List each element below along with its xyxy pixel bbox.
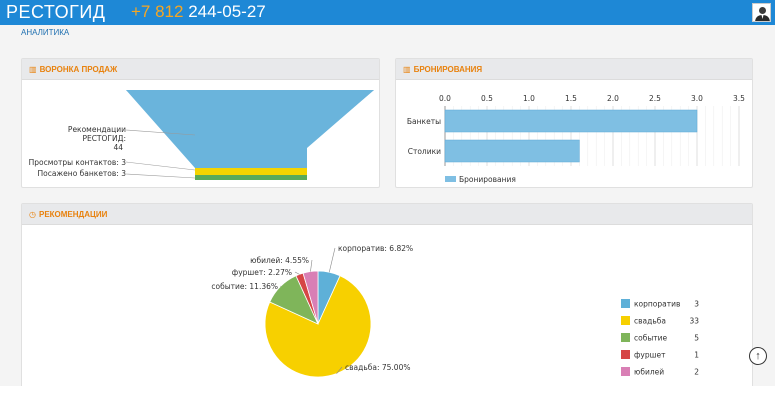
- funnel-label-rec-3: 44: [113, 143, 123, 152]
- pie-slice-label: юбилей: 4.55%: [250, 256, 309, 265]
- x-tick-label: 3.5: [733, 94, 745, 103]
- pie-slice: [302, 270, 319, 325]
- legend-swatch: [621, 299, 630, 308]
- page-bottom: [0, 386, 775, 403]
- phone-code: +7 812: [131, 2, 184, 21]
- pie-legend: корпоратив 3 свадьба 33 событие 5 фуршет 1 юбиле…: [621, 299, 699, 377]
- legend-label: Бронирования: [459, 175, 516, 184]
- funnel-label-views: Просмотры контактов: 3: [29, 158, 127, 167]
- user-icon: [755, 7, 770, 21]
- funnel-label-seated: Посажено банкетов: 3: [37, 169, 126, 178]
- legend-swatch: [621, 367, 630, 376]
- phone-digits: 244-05-27: [188, 2, 266, 21]
- x-tick-label: 2.0: [607, 94, 619, 103]
- legend-label: фуршет: [634, 351, 666, 360]
- panel-title: БРОНИРОВАНИЯ: [413, 64, 483, 74]
- pie-slice-label: событие: 11.36%: [211, 282, 278, 291]
- bar-chart-icon: ▥: [29, 64, 37, 74]
- bar-chart-icon: ▥: [403, 64, 411, 74]
- sales-funnel-panel: ▥ ВОРОНКА ПРОДАЖ Рекомендации РЕСТОГИД: …: [21, 58, 380, 188]
- funnel-label-rec-2: РЕСТОГИД:: [82, 134, 126, 143]
- scroll-to-top-button[interactable]: ↑: [749, 347, 767, 365]
- funnel-label-rec-1: Рекомендации: [68, 125, 126, 134]
- bookings-panel: ▥ БРОНИРОВАНИЯ 0.0 0.5 1.0 1.5 2.0 2.5 3.0 3.5 …: [395, 58, 753, 188]
- panel-title: РЕКОМЕНДАЦИИ: [38, 209, 108, 219]
- legend-value: 1: [694, 351, 699, 360]
- leader-line: [294, 271, 300, 275]
- bar: [444, 139, 580, 163]
- legend-swatch: [621, 333, 630, 342]
- x-tick-label: 0.0: [439, 94, 451, 103]
- clock-icon: ◷: [29, 209, 36, 219]
- category-label: Столики: [408, 147, 441, 156]
- pie-slice-labels: корпоратив: 6.82% свадьба: 75.00% событие:…: [211, 244, 413, 374]
- pie-slice-label: фуршет: 2.27%: [232, 268, 292, 277]
- pie-slice-label: свадьба: 75.00%: [345, 363, 410, 372]
- legend-value: 2: [694, 368, 699, 377]
- leader-line: [125, 173, 196, 179]
- pie-slices: [264, 270, 372, 378]
- legend-label: юбилей: [634, 368, 664, 377]
- leader-line: [336, 366, 343, 374]
- x-tick-label: 3.0: [691, 94, 703, 103]
- panel-header: ▥ ВОРОНКА ПРОДАЖ: [22, 59, 379, 80]
- panel-header: ▥ БРОНИРОВАНИЯ: [396, 59, 752, 80]
- bookings-bar-chart: 0.0 0.5 1.0 1.5 2.0 2.5 3.0 3.5 БанкетыСтолики …: [407, 94, 745, 184]
- x-tick-label: 1.0: [523, 94, 535, 103]
- x-tick-label: 0.5: [481, 94, 493, 103]
- leader-line: [310, 259, 313, 272]
- funnel-segment-seated: [195, 175, 307, 180]
- bar: [444, 109, 698, 133]
- phone-number: +7 812 244-05-27: [131, 2, 266, 22]
- legend-value: 33: [689, 317, 699, 326]
- pie-slice-label: корпоратив: 6.82%: [338, 244, 413, 253]
- legend-swatch: [621, 316, 630, 325]
- leader-line: [328, 247, 336, 273]
- funnel-segment-views: [195, 168, 307, 175]
- legend-value: 5: [694, 334, 699, 343]
- legend-swatch: [445, 176, 456, 182]
- panel-header: ◷ РЕКОМЕНДАЦИИ: [22, 204, 752, 225]
- recommendations-pie-chart: корпоратив: 6.82% свадьба: 75.00% событие:…: [211, 244, 699, 378]
- brand-logo[interactable]: РЕСТОГИД: [6, 2, 106, 22]
- breadcrumb[interactable]: АНАЛИТИКА: [21, 28, 70, 37]
- x-tick-label: 2.5: [649, 94, 661, 103]
- legend-label: событие: [634, 334, 668, 343]
- top-bar: РЕСТОГИД +7 812 244-05-27: [0, 0, 775, 25]
- legend-swatch: [621, 350, 630, 359]
- legend-label: свадьба: [634, 317, 666, 326]
- legend-label: корпоратив: [634, 300, 680, 309]
- legend-value: 3: [694, 300, 699, 309]
- category-labels: Банкеты Столики: [407, 117, 441, 156]
- panel-title: ВОРОНКА ПРОДАЖ: [39, 64, 118, 74]
- bars: [444, 109, 698, 163]
- funnel-chart: Рекомендации РЕСТОГИД: 44 Просмотры конт…: [29, 90, 374, 180]
- recommendations-panel: ◷ РЕКОМЕНДАЦИИ корпоратив: 6.82% свадьба:…: [21, 203, 753, 389]
- leader-line: [125, 161, 196, 171]
- x-tick-labels: 0.0 0.5 1.0 1.5 2.0 2.5 3.0 3.5: [439, 94, 745, 103]
- category-label: Банкеты: [407, 117, 441, 126]
- funnel-segment-recommendations-body: [126, 90, 374, 168]
- arrow-up-icon: ↑: [755, 350, 761, 362]
- avatar[interactable]: [752, 3, 771, 22]
- x-tick-label: 1.5: [565, 94, 577, 103]
- leader-line: [125, 129, 196, 136]
